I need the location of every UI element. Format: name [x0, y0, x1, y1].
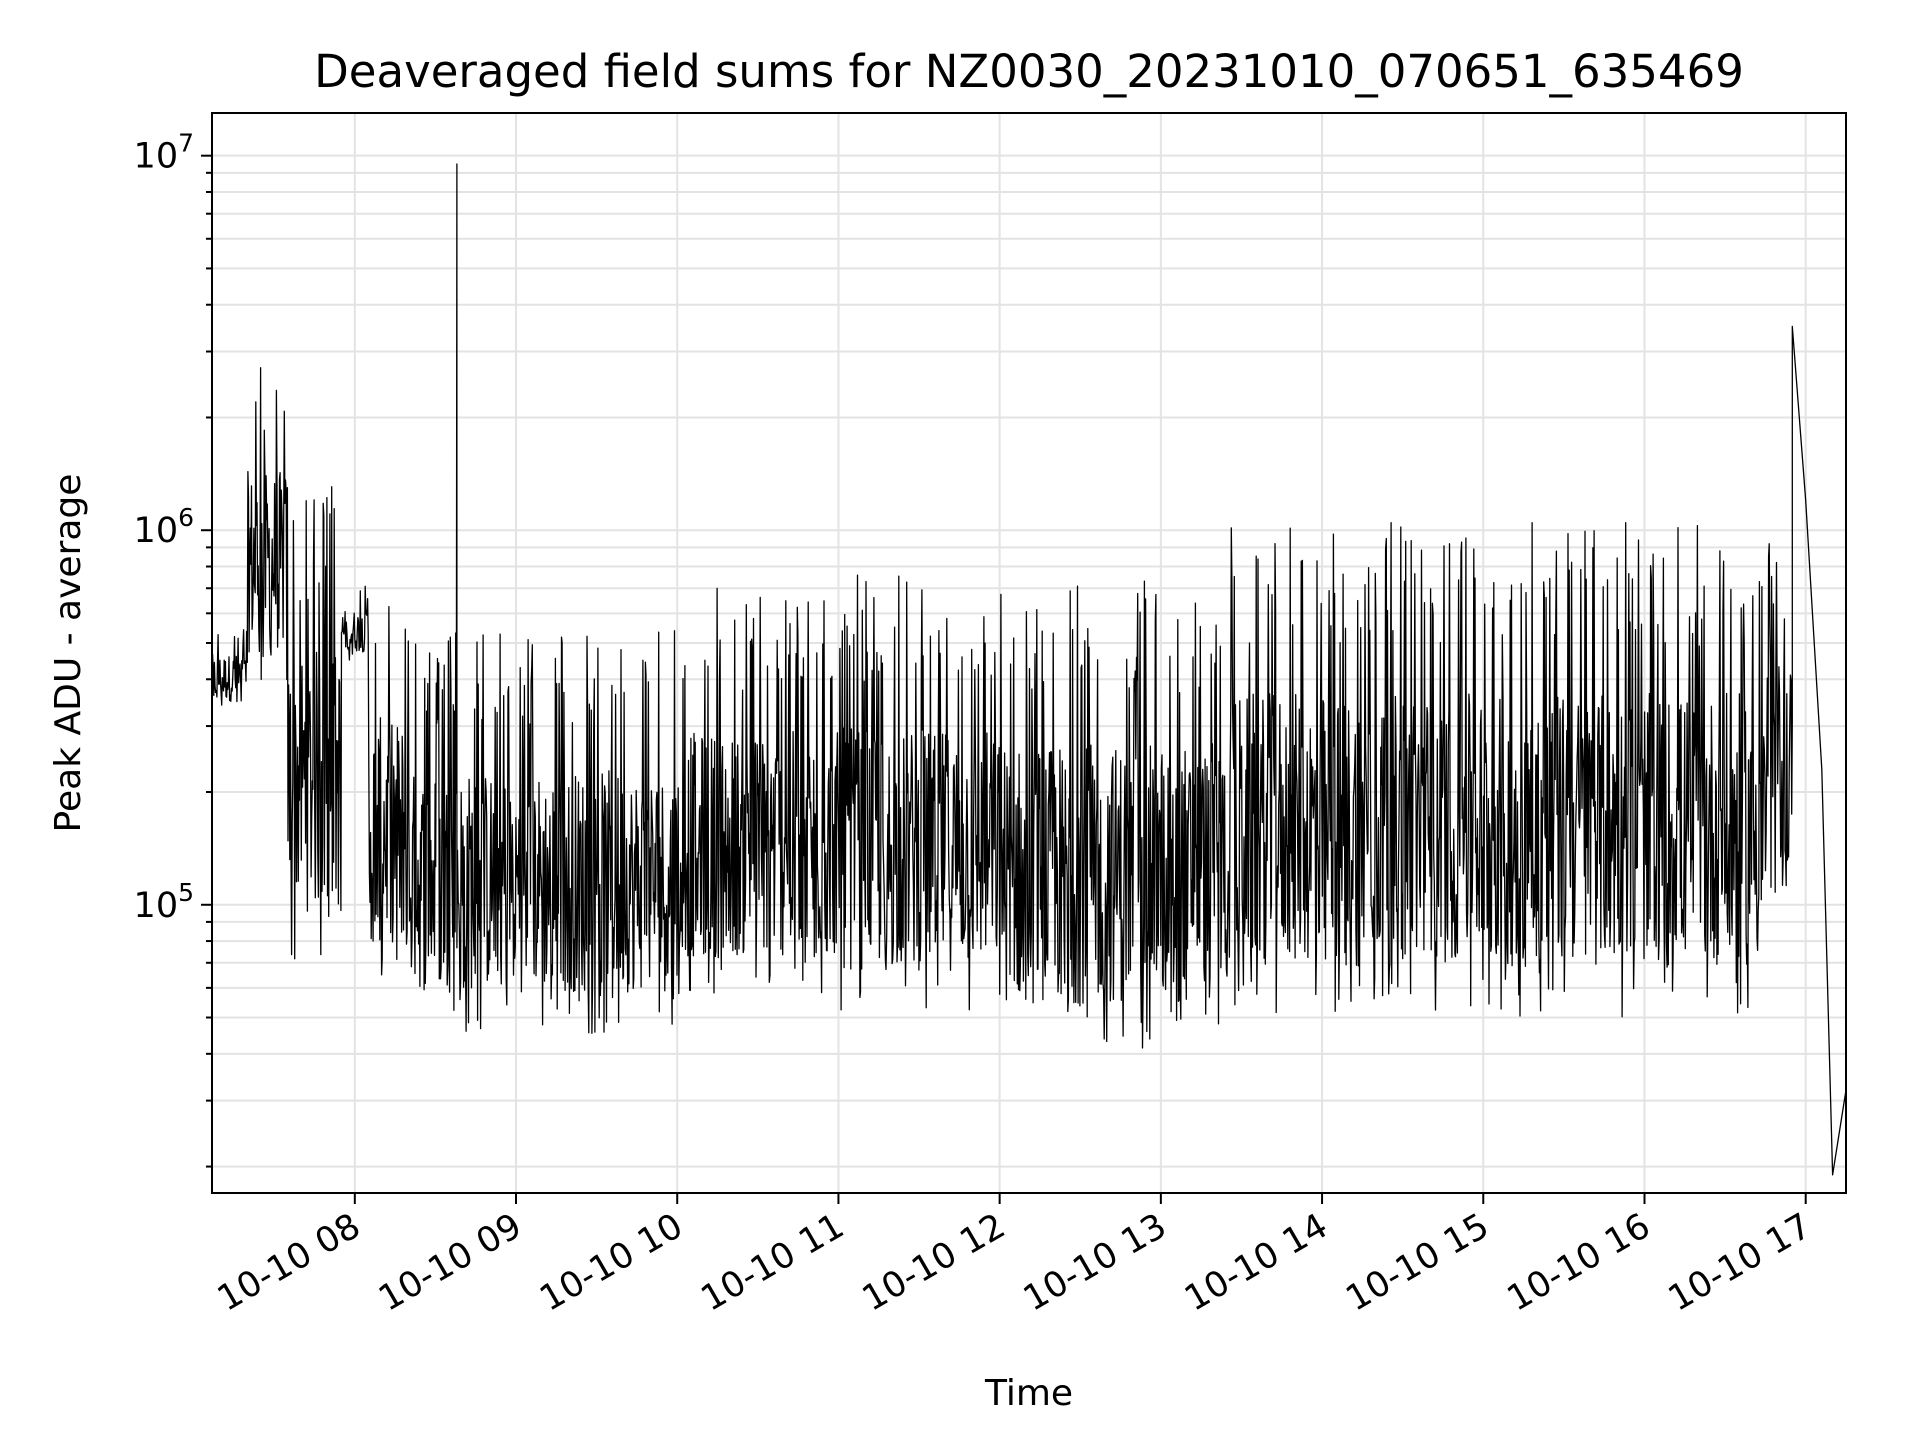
plot-frame	[211, 112, 1847, 1194]
y-tick-exponent: 7	[178, 129, 194, 158]
y-tick-base: 10	[134, 511, 179, 551]
y-tick-base: 10	[134, 886, 179, 926]
y-tick-exponent: 5	[178, 878, 194, 907]
y-tick-base: 10	[134, 137, 179, 177]
y-axis-label: Peak ADU - average	[48, 474, 89, 833]
chart-title: Deaveraged field sums for NZ0030_2023101…	[314, 45, 1744, 98]
y-tick-label: 107	[134, 129, 194, 177]
series-group	[212, 163, 1846, 1176]
y-tick-label: 106	[134, 503, 194, 551]
x-axis-label: Time	[984, 1373, 1073, 1414]
y-tick-exponent: 6	[178, 503, 194, 532]
y-tick-label: 105	[134, 878, 194, 926]
series-line	[212, 163, 1846, 1176]
